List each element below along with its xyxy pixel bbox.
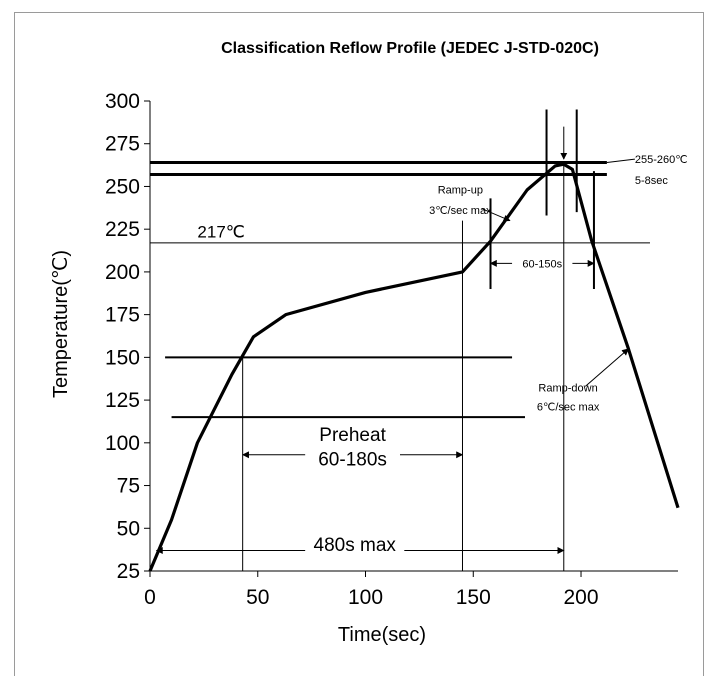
chart-frame bbox=[14, 12, 704, 676]
x-axis-label: Time(sec) bbox=[338, 624, 426, 646]
profile-line bbox=[148, 162, 680, 572]
x-tick-label: 200 bbox=[563, 586, 598, 609]
y-tick-label: 50 bbox=[117, 517, 140, 540]
y-tick-label: 275 bbox=[105, 133, 140, 156]
ramp-down-label: Ramp-down bbox=[538, 383, 597, 395]
chart-title: Classification Reflow Profile (JEDEC J-S… bbox=[221, 40, 599, 57]
preheat-range-label: 60-180s bbox=[318, 449, 387, 470]
y-tick-label: 100 bbox=[105, 432, 140, 455]
x-axis-ticks: 0 50 100 150 200 bbox=[144, 571, 599, 609]
x-tick-label: 0 bbox=[144, 586, 156, 609]
ramp-up-label: Ramp-up bbox=[438, 184, 483, 196]
annotations: 217℃ 255-260℃ 5-8sec Ramp-up 3℃/sec max Ramp-… bbox=[155, 126, 688, 556]
peak-temp-label: 255-260℃ bbox=[635, 154, 688, 166]
x-tick-label: 100 bbox=[348, 586, 383, 609]
ramp-down-rate-label: 6℃/sec max bbox=[537, 401, 600, 413]
ramp-up-rate-label: 3℃/sec max bbox=[429, 205, 492, 217]
peak-label-leader bbox=[606, 158, 635, 164]
time-above-label: 60-150s bbox=[522, 258, 562, 270]
y-tick-label: 75 bbox=[117, 475, 140, 498]
series-layer bbox=[148, 162, 680, 572]
y-tick-label: 300 bbox=[105, 90, 140, 113]
y-tick-label: 125 bbox=[105, 389, 140, 412]
reference-lines bbox=[150, 109, 650, 571]
y-tick-label: 250 bbox=[105, 175, 140, 198]
y-axis-label: Temperature(℃) bbox=[50, 250, 72, 398]
preheat-label: Preheat bbox=[319, 425, 386, 446]
max-time-label: 480s max bbox=[314, 535, 397, 556]
axes bbox=[149, 101, 678, 572]
y-tick-label: 25 bbox=[117, 560, 140, 583]
y-tick-label: 225 bbox=[105, 218, 140, 241]
x-tick-label: 150 bbox=[456, 586, 491, 609]
ramp-down-arrow bbox=[585, 348, 629, 387]
y-tick-label: 175 bbox=[105, 304, 140, 327]
liquidus-label: 217℃ bbox=[197, 223, 244, 242]
y-tick-label: 200 bbox=[105, 261, 140, 284]
peak-time-label: 5-8sec bbox=[635, 175, 669, 187]
y-tick-label: 150 bbox=[105, 346, 140, 369]
y-axis-ticks: 25 50 75 100 125 150 175 200 225 250 275 300 bbox=[105, 90, 150, 583]
ramp-up-arrow bbox=[481, 208, 511, 222]
x-tick-label: 50 bbox=[246, 586, 269, 609]
